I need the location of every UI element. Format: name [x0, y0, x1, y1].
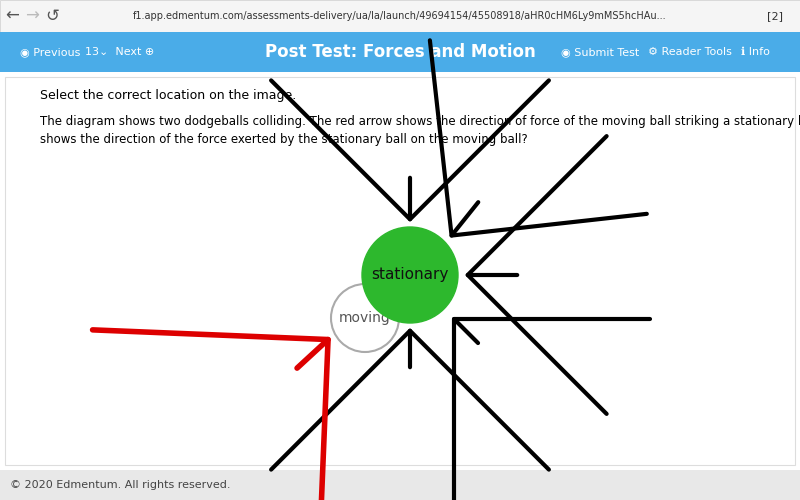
Text: ↺: ↺: [45, 7, 59, 25]
Bar: [5, 77, 795, 465]
Circle shape: [331, 284, 399, 352]
Text: ℹ Info: ℹ Info: [741, 47, 770, 57]
Text: shows the direction of the force exerted by the stationary ball on the moving ba: shows the direction of the force exerted…: [40, 134, 528, 146]
Text: Post Test: Forces and Motion: Post Test: Forces and Motion: [265, 43, 535, 61]
Bar: [0, 0, 800, 32]
Text: ◉ Submit Test: ◉ Submit Test: [561, 47, 639, 57]
Text: Select the correct location on the image.: Select the correct location on the image…: [40, 88, 296, 102]
Bar: [0, 470, 800, 500]
Text: stationary: stationary: [371, 268, 449, 282]
Text: The diagram shows two dodgeballs colliding. The red arrow shows the direction of: The diagram shows two dodgeballs collidi…: [40, 116, 800, 128]
Text: ←: ←: [5, 7, 19, 25]
Text: ◉ Previous: ◉ Previous: [20, 47, 80, 57]
Circle shape: [362, 227, 458, 323]
Text: © 2020 Edmentum. All rights reserved.: © 2020 Edmentum. All rights reserved.: [10, 480, 230, 490]
Text: →: →: [25, 7, 39, 25]
Text: moving: moving: [339, 311, 391, 325]
Bar: [0, 32, 800, 72]
Text: 13⌄  Next ⊕: 13⌄ Next ⊕: [86, 47, 154, 57]
Text: f1.app.edmentum.com/assessments-delivery/ua/la/launch/49694154/45508918/aHR0cHM6: f1.app.edmentum.com/assessments-delivery…: [133, 11, 667, 21]
Text: ⚙ Reader Tools: ⚙ Reader Tools: [648, 47, 732, 57]
Text: [2]: [2]: [767, 11, 783, 21]
